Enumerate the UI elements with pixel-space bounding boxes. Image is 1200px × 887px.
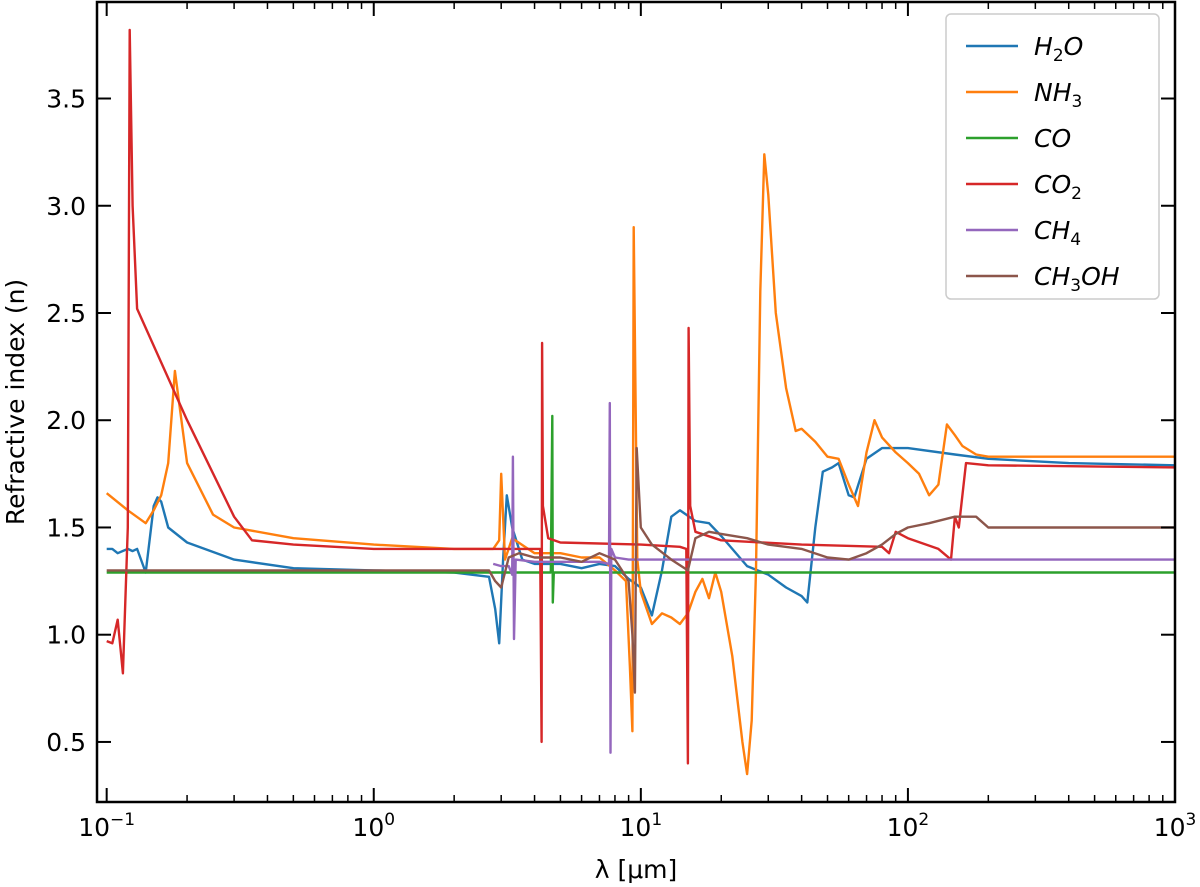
x-tick-label-4: 103: [1154, 810, 1197, 842]
legend-label-4: CH4: [1034, 216, 1081, 250]
legend-label-2: CO: [1034, 124, 1071, 153]
series-line-5: [106, 446, 1175, 694]
legend-label-0: H2O: [1034, 32, 1083, 66]
legend-label-1: NH3: [1034, 78, 1082, 112]
x-tick-label-3: 102: [887, 810, 930, 842]
y-tick-label-2: 1.5: [46, 513, 86, 542]
series-line-0: [106, 446, 1176, 645]
x-axis-title: λ [μm]: [595, 855, 678, 884]
series-line-1: [105, 153, 1175, 776]
x-tick-label-1: 100: [352, 810, 395, 842]
legend-label-5: CH3OH: [1034, 262, 1120, 296]
y-axis-title: Refractive index (n): [1, 279, 30, 525]
series-line-3: [106, 28, 1176, 765]
y-tick-label-3: 2.0: [46, 406, 86, 435]
ticks-layer: 10−1 100 101 102 103 0.5 1.0 1.5 2.0 2.5 3.0 3.5: [46, 2, 1196, 842]
series-layer: [105, 28, 1176, 776]
y-tick-label-4: 2.5: [46, 299, 86, 328]
legend-label-3: CO2: [1034, 170, 1082, 204]
y-tick-label-0: 0.5: [46, 728, 86, 757]
y-tick-label-1: 1.0: [46, 621, 86, 650]
x-tick-label-2: 101: [620, 810, 663, 842]
y-tick-label-6: 3.5: [46, 85, 86, 114]
legend: H2O NH3 CO CO2 CH4 CH3OH: [945, 13, 1160, 300]
x-tick-label-0: 10−1: [78, 810, 135, 842]
plot-frame: [95, 0, 1177, 804]
y-tick-label-5: 3.0: [46, 192, 86, 221]
legend-box: [945, 13, 1160, 300]
